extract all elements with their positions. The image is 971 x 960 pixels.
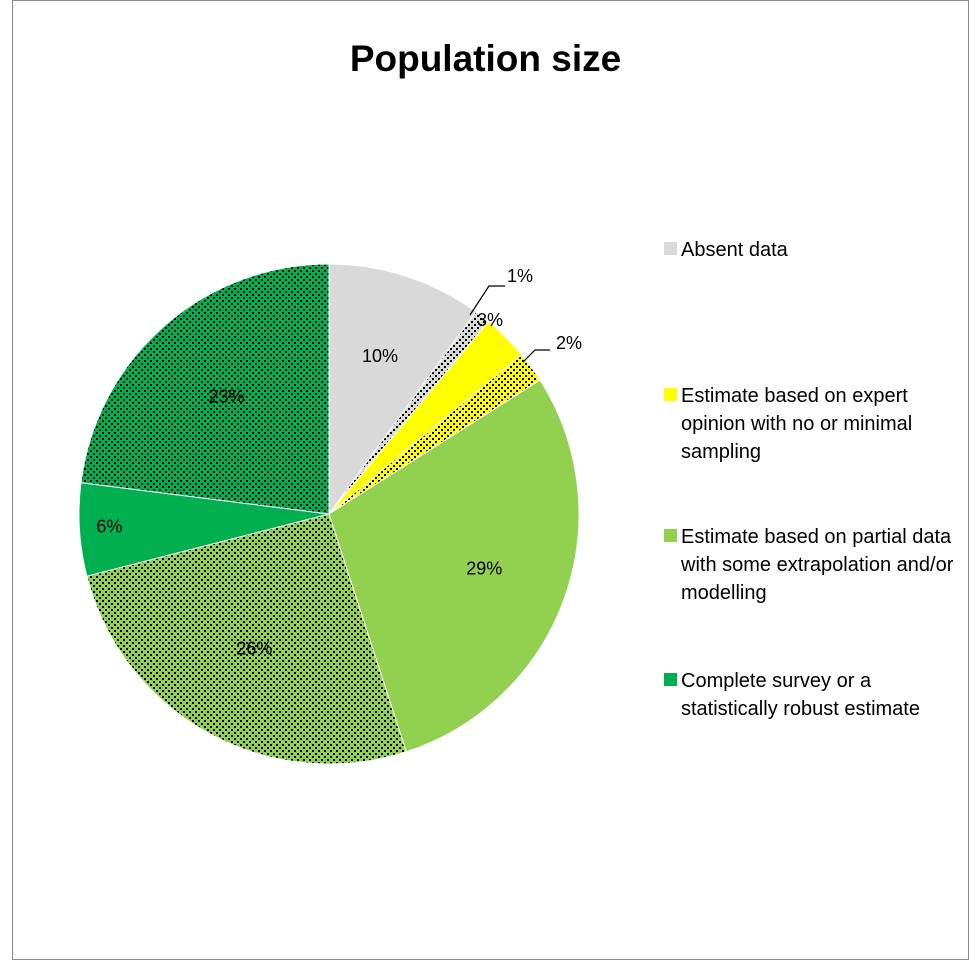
slice-data-label: 26% bbox=[236, 639, 272, 659]
legend-item-expert-opinion: Estimate based on expert opinion with no… bbox=[664, 382, 971, 466]
legend-item-complete-survey: Complete survey or a statistically robus… bbox=[664, 667, 971, 723]
slice-data-label: 6% bbox=[96, 517, 122, 537]
pie-chart: 10% 1% 3% 2% 29% 26% 6% 23% bbox=[78, 263, 582, 765]
legend-label: Complete survey or a statistically robus… bbox=[681, 670, 920, 720]
slice-data-label: 1% bbox=[507, 266, 533, 286]
pie-slice bbox=[328, 379, 580, 753]
leader-line bbox=[469, 285, 505, 316]
pie-slice bbox=[328, 263, 477, 516]
slice-data-label: 2% bbox=[556, 333, 582, 353]
pie-slice bbox=[80, 263, 330, 515]
pie-slice bbox=[86, 513, 407, 765]
legend-swatch bbox=[664, 673, 677, 686]
legend-swatch bbox=[664, 529, 677, 542]
legend-item-absent-data: Absent data bbox=[664, 236, 971, 264]
leader-line bbox=[522, 349, 550, 363]
legend-item-partial-data: Estimate based on partial data with some… bbox=[664, 523, 971, 607]
slice-data-label: 10% bbox=[362, 346, 398, 366]
legend-swatch bbox=[664, 388, 677, 401]
legend-label: Absent data bbox=[681, 239, 788, 261]
slice-data-label: 23% bbox=[208, 386, 244, 406]
chart-title: Population size bbox=[349, 38, 622, 79]
legend-swatch bbox=[664, 242, 677, 255]
legend-label: Estimate based on expert opinion with no… bbox=[681, 385, 913, 463]
slice-data-label: 29% bbox=[466, 559, 502, 579]
legend-label: Estimate based on partial data with some… bbox=[681, 526, 954, 604]
slice-data-label: 3% bbox=[477, 310, 503, 330]
